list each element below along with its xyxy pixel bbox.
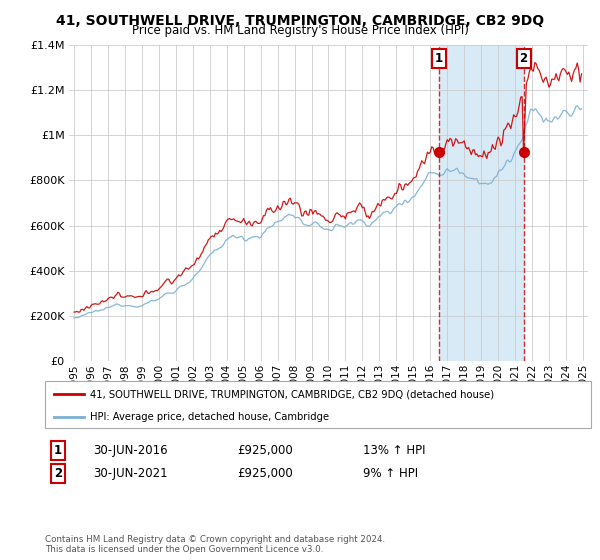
Text: £925,000: £925,000 [237, 466, 293, 480]
Text: £925,000: £925,000 [237, 444, 293, 458]
Text: 41, SOUTHWELL DRIVE, TRUMPINGTON, CAMBRIDGE, CB2 9DQ (detached house): 41, SOUTHWELL DRIVE, TRUMPINGTON, CAMBRI… [90, 389, 494, 399]
Text: 2: 2 [54, 466, 62, 480]
Text: 2: 2 [520, 52, 527, 65]
Text: 41, SOUTHWELL DRIVE, TRUMPINGTON, CAMBRIDGE, CB2 9DQ: 41, SOUTHWELL DRIVE, TRUMPINGTON, CAMBRI… [56, 14, 544, 28]
Text: 1: 1 [54, 444, 62, 458]
Text: 30-JUN-2021: 30-JUN-2021 [93, 466, 167, 480]
Text: Contains HM Land Registry data © Crown copyright and database right 2024.
This d: Contains HM Land Registry data © Crown c… [45, 535, 385, 554]
Bar [439, 45, 524, 361]
Text: HPI: Average price, detached house, Cambridge: HPI: Average price, detached house, Camb… [90, 412, 329, 422]
Text: Price paid vs. HM Land Registry's House Price Index (HPI): Price paid vs. HM Land Registry's House … [131, 24, 469, 37]
Text: 30-JUN-2016: 30-JUN-2016 [93, 444, 167, 458]
Text: 13% ↑ HPI: 13% ↑ HPI [363, 444, 425, 458]
Text: 9% ↑ HPI: 9% ↑ HPI [363, 466, 418, 480]
Text: 1: 1 [434, 52, 443, 65]
